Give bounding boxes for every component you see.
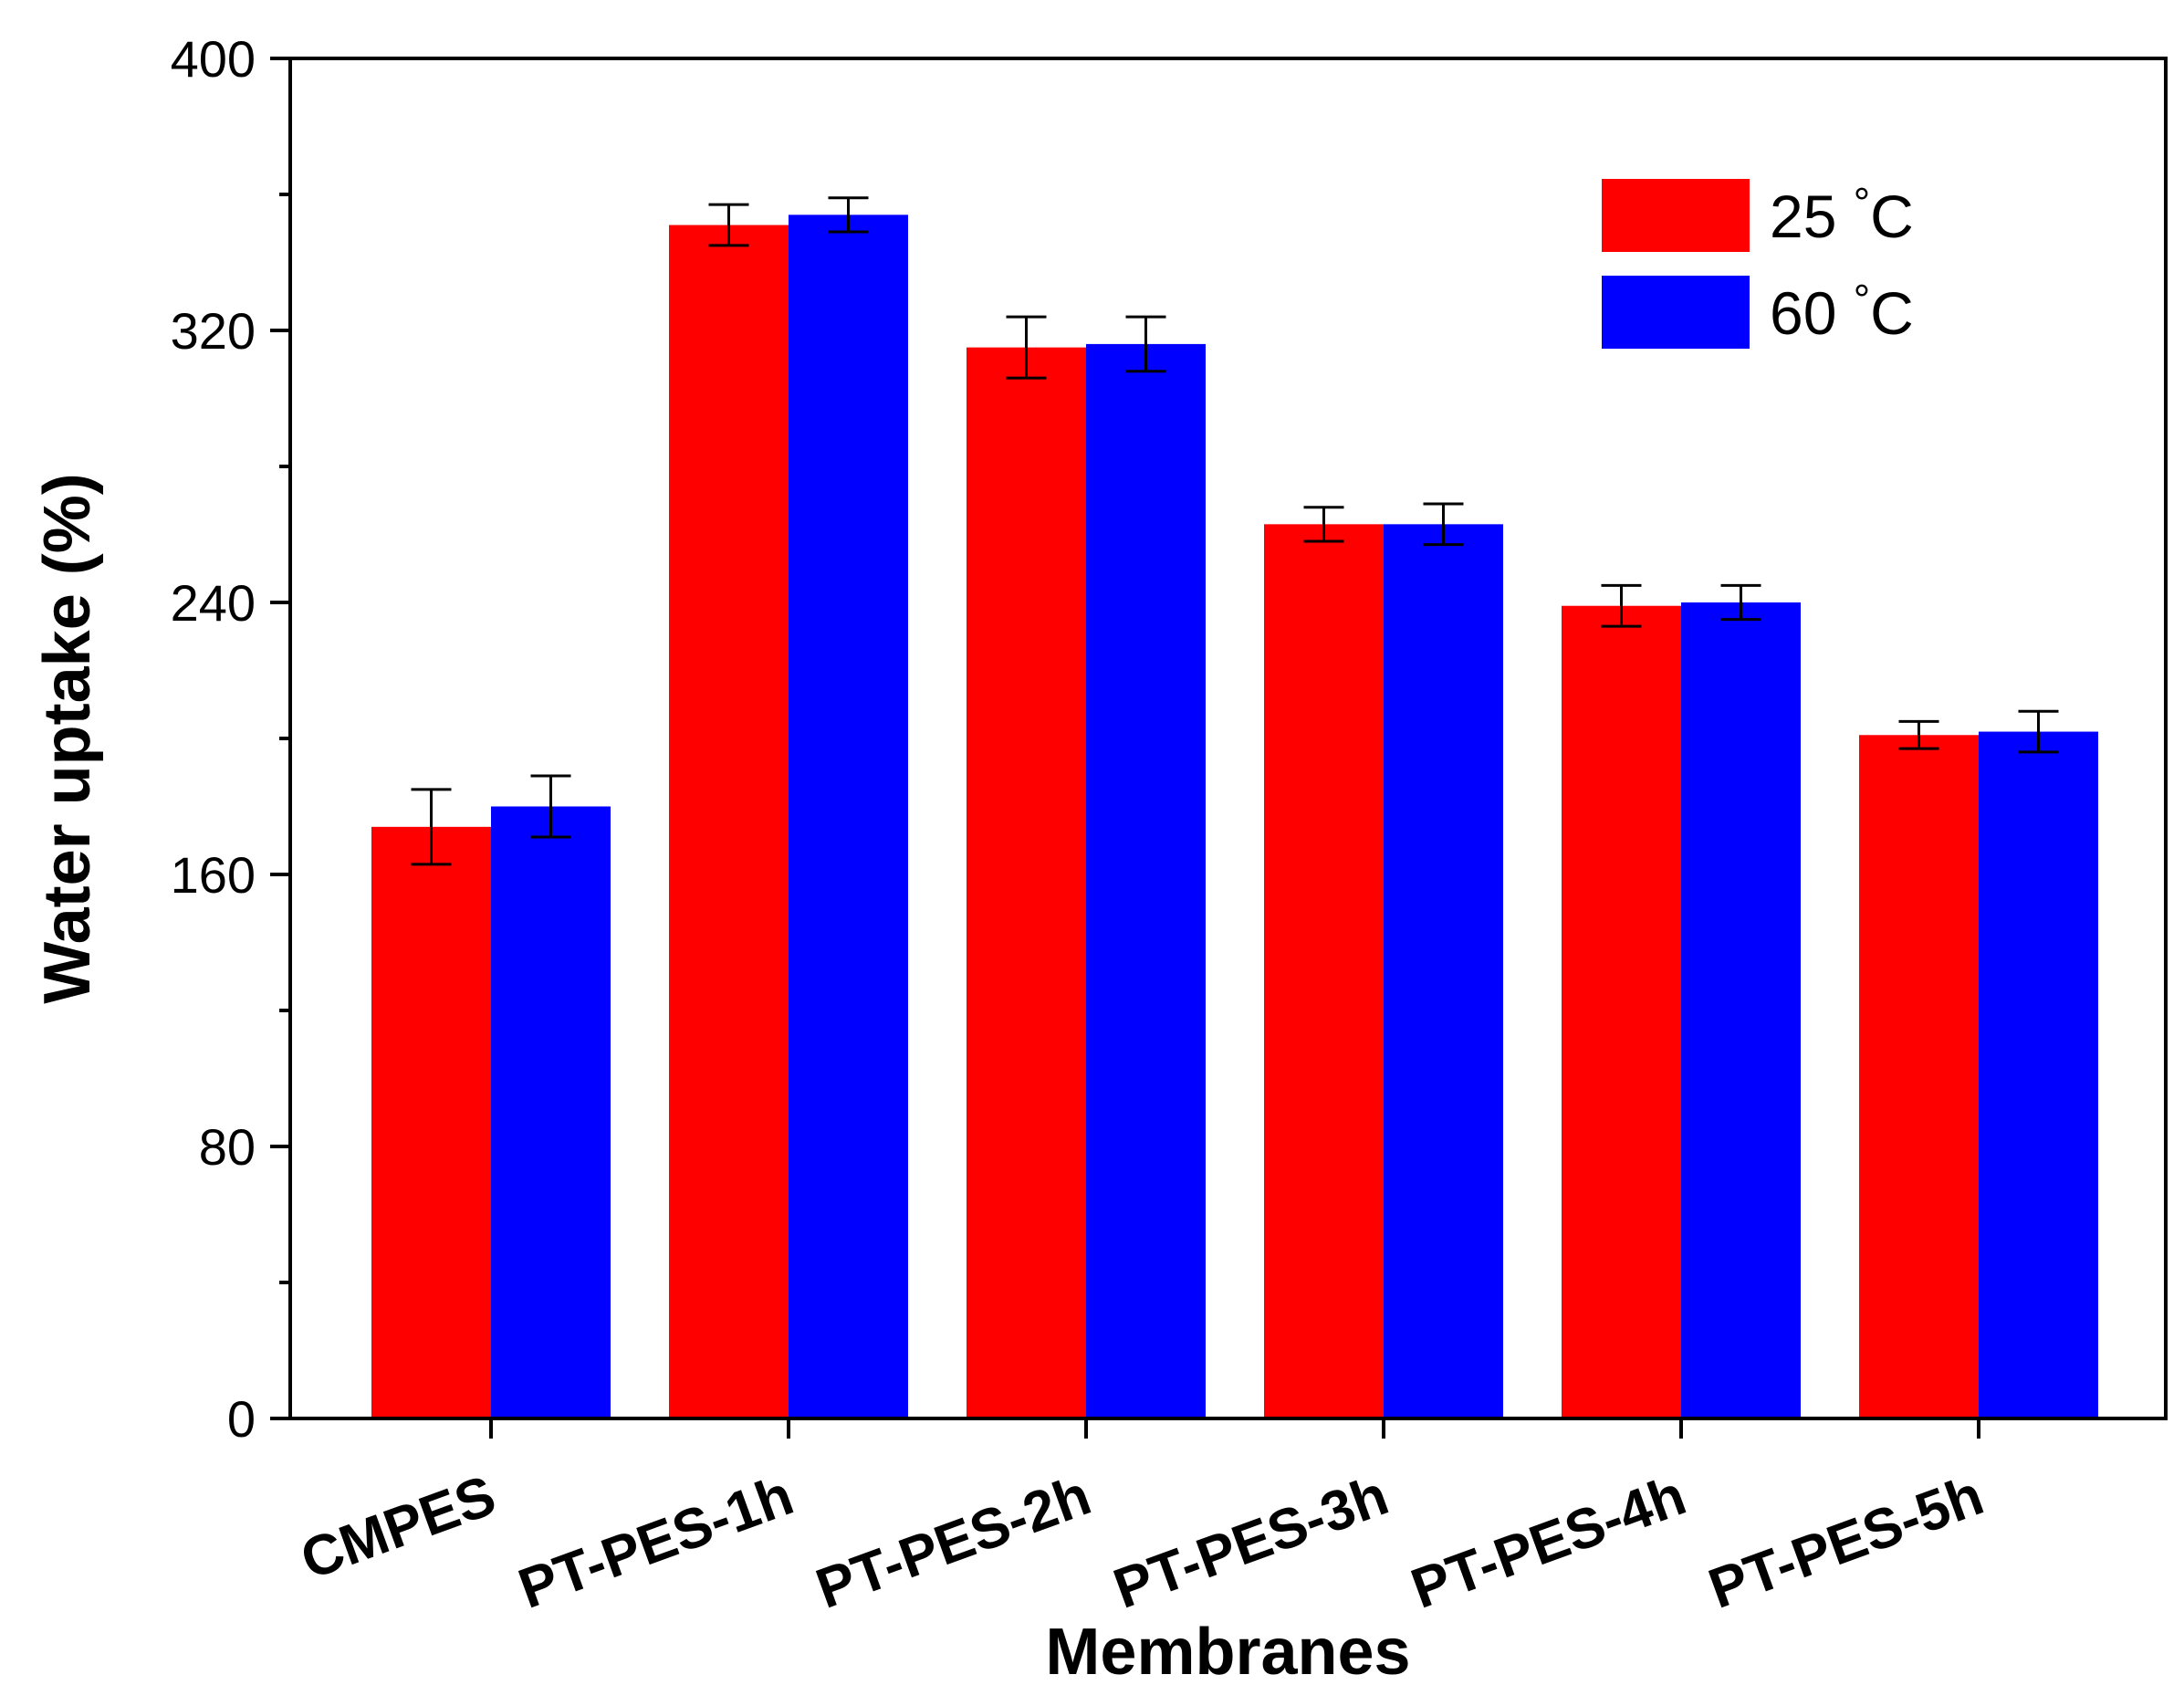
legend-swatch — [1602, 276, 1750, 349]
y-tick-label: 240 — [171, 574, 256, 632]
error-bar — [1423, 502, 1464, 547]
legend-unit: C — [1870, 279, 1914, 347]
bar-25c-cmpes — [371, 826, 491, 1418]
legend-number: 25 — [1770, 183, 1836, 250]
error-bar — [828, 196, 869, 234]
y-axis: 0 80 160 240 320 400 — [171, 30, 290, 1448]
bar-25c-pt-pes-5h — [1859, 735, 1979, 1418]
x-axis-title: Membranes — [1045, 1616, 1410, 1689]
y-tick-label: 0 — [227, 1390, 256, 1448]
legend-swatch — [1602, 179, 1750, 252]
bar-25c-pt-pes-3h — [1264, 524, 1384, 1418]
error-bar — [1601, 583, 1642, 628]
bar-60c-pt-pes-5h — [1979, 731, 2098, 1418]
bar-25c-pt-pes-2h — [967, 347, 1086, 1418]
error-bar — [2018, 709, 2059, 754]
legend-label: 60 °C — [1770, 276, 1914, 347]
bar-60c-pt-pes-2h — [1086, 343, 1206, 1418]
y-tick-label: 400 — [171, 30, 256, 88]
error-bar — [708, 203, 749, 247]
bar-25c-pt-pes-1h — [669, 225, 789, 1418]
legend-degree: ° — [1854, 276, 1870, 323]
legend-item: 60 °C — [1602, 276, 1914, 349]
legend-number: 60 — [1770, 279, 1836, 347]
error-bar — [1303, 506, 1344, 543]
bar-25c-pt-pes-4h — [1562, 605, 1681, 1418]
legend-space — [1836, 279, 1853, 347]
error-bars-layer — [411, 196, 2059, 866]
legend-item: 25 °C — [1602, 179, 1914, 252]
y-tick-label: 320 — [171, 302, 256, 360]
error-bar — [1720, 583, 1761, 622]
bar-60c-pt-pes-3h — [1384, 524, 1503, 1418]
legend-label: 25 °C — [1770, 179, 1914, 250]
error-bar — [1006, 315, 1047, 380]
error-bar — [1125, 315, 1166, 373]
y-axis-title: Water uptake (%) — [31, 473, 104, 1003]
legend: 25 °C60 °C — [1602, 179, 1914, 349]
bar-60c-pt-pes-1h — [789, 215, 908, 1419]
error-bar — [411, 788, 452, 866]
bar-60c-pt-pes-4h — [1681, 602, 1801, 1418]
error-bar — [530, 774, 571, 839]
y-tick-label: 80 — [199, 1118, 256, 1176]
bars-layer — [371, 215, 2098, 1419]
legend-degree: ° — [1854, 179, 1870, 226]
y-tick-label: 160 — [171, 846, 256, 904]
bar-60c-cmpes — [491, 806, 611, 1418]
legend-unit: C — [1870, 183, 1914, 250]
error-bar — [1898, 719, 1939, 750]
legend-space — [1836, 183, 1853, 250]
